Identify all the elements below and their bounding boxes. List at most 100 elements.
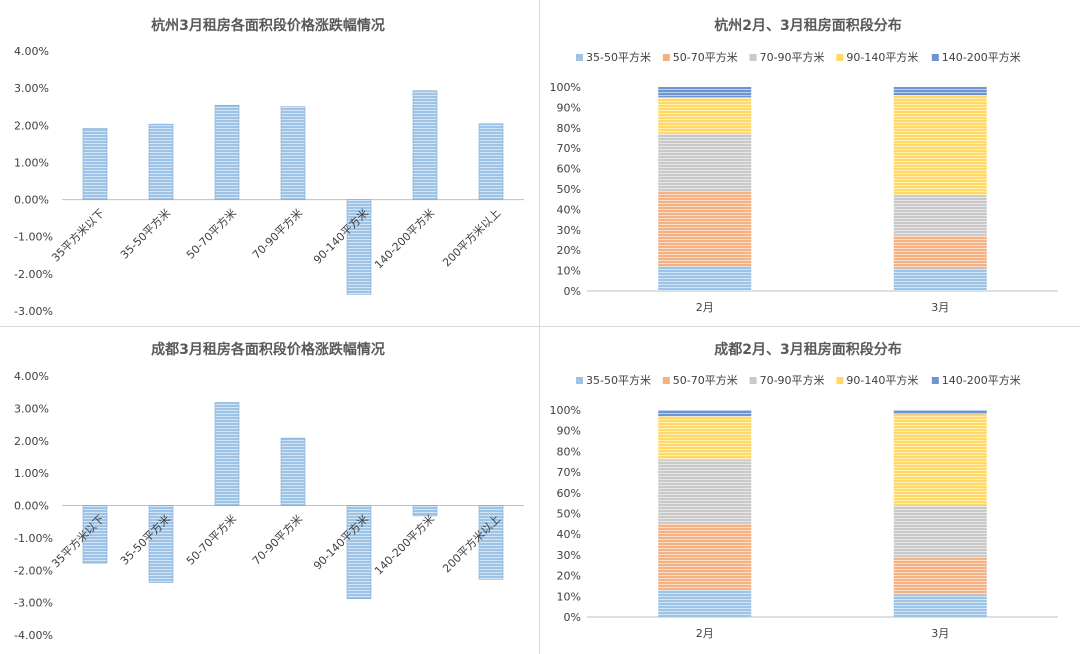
y-tick-label: 10% — [557, 590, 581, 603]
y-tick-label: 70% — [557, 466, 581, 479]
stack-segment — [658, 87, 752, 98]
y-tick-label: 50% — [557, 183, 581, 196]
y-tick-label: 90% — [557, 101, 581, 114]
hangzhou-distribution-chart: 杭州2月、3月租房面积段分布 100% 90% 80% 70% 60% 50% 40% 30%… — [540, 0, 1080, 327]
y-tick-label: 2.00% — [14, 119, 49, 132]
x-tick-label: 3月 — [931, 627, 949, 640]
stack-segment — [893, 505, 987, 557]
x-tick-label: 70-90平方米 — [249, 206, 305, 262]
y-tick-label: 0.00% — [14, 500, 49, 513]
hangzhou-distribution-svg: 杭州2月、3月租房面积段分布 100% 90% 80% 70% 60% 50% 40% 30%… — [550, 17, 1058, 314]
chart-title: 杭州3月租房各面积段价格涨跌幅情况 — [151, 17, 385, 34]
stack-segment — [893, 95, 987, 196]
y-tick-label: 0% — [564, 611, 581, 624]
y-tick-label: 4.00% — [14, 370, 49, 383]
y-tick-label: -2.00% — [14, 268, 53, 281]
chart-title: 杭州2月、3月租房面积段分布 — [714, 17, 901, 34]
legend-swatch — [931, 54, 939, 61]
y-tick-label: -3.00% — [14, 305, 53, 318]
stack-segment — [658, 416, 752, 460]
stack-segment — [658, 133, 752, 192]
legend-swatch — [931, 377, 939, 384]
legend-swatch — [749, 377, 757, 384]
y-tick-label: -2.00% — [14, 564, 53, 577]
chengdu-price-change-chart: 成都3月租房各面积段价格涨跌幅情况 4.00% 3.00% 2.00% 1.00% 0.… — [0, 327, 540, 654]
bar — [346, 199, 372, 295]
legend-label: 35-50平方米 — [586, 373, 651, 387]
legend-label: 70-90平方米 — [760, 50, 825, 64]
hangzhou-price-change-svg: 杭州3月租房各面积段价格涨跌幅情况 4.00% 3.00% 2.00% 1.00% 0.… — [14, 17, 524, 318]
y-tick-label: 30% — [557, 549, 581, 562]
legend-label: 50-70平方米 — [673, 373, 738, 387]
chengdu-distribution-svg: 成都2月、3月租房面积段分布 100% 90% 80% 70% 60% 50% 40% 30%… — [550, 341, 1058, 640]
stack-segment — [658, 523, 752, 591]
legend-label: 90-140平方米 — [846, 50, 918, 64]
y-tick-label: 1.00% — [14, 467, 49, 480]
chart-title: 成都2月、3月租房面积段分布 — [714, 341, 901, 358]
stack-segment — [658, 97, 752, 134]
x-tick-label: 50-70平方米 — [183, 206, 239, 262]
legend-label: 140-200平方米 — [942, 50, 1021, 64]
y-tick-label: 40% — [557, 528, 581, 541]
y-tick-label: 10% — [557, 265, 581, 278]
legend-label: 50-70平方米 — [673, 50, 738, 64]
y-tick-label: 1.00% — [14, 156, 49, 169]
stack-segment — [658, 191, 752, 267]
bar — [148, 505, 174, 583]
stack-segment — [893, 268, 987, 291]
x-tick-label: 35平方米以下 — [48, 206, 107, 265]
stack-segment — [893, 410, 987, 415]
x-tick-label: 140-200平方米 — [371, 206, 437, 272]
chengdu-price-change-svg: 成都3月租房各面积段价格涨跌幅情况 4.00% 3.00% 2.00% 1.00% 0.… — [14, 341, 524, 642]
hangzhou-price-change-chart: 杭州3月租房各面积段价格涨跌幅情况 4.00% 3.00% 2.00% 1.00% 0.… — [0, 0, 540, 327]
chengdu-distribution-chart: 成都2月、3月租房面积段分布 100% 90% 80% 70% 60% 50% 40% 30%… — [540, 327, 1080, 654]
y-tick-label: -1.00% — [14, 532, 53, 545]
stack-segment — [893, 414, 987, 506]
legend-label: 70-90平方米 — [760, 373, 825, 387]
stack-segment — [893, 556, 987, 595]
bar — [346, 505, 372, 600]
y-tick-label: 80% — [557, 445, 581, 458]
legend-label: 140-200平方米 — [942, 373, 1021, 387]
bar — [82, 505, 108, 564]
stack-segment — [658, 459, 752, 524]
y-tick-label: 3.00% — [14, 402, 49, 415]
y-tick-label: 2.00% — [14, 435, 49, 448]
bar — [214, 104, 240, 200]
bar — [148, 123, 174, 200]
legend-swatch — [662, 377, 670, 384]
bar — [478, 123, 504, 200]
y-tick-label: 90% — [557, 425, 581, 438]
x-tick-label: 2月 — [696, 627, 714, 640]
bar — [82, 127, 108, 200]
bar — [412, 505, 438, 517]
stack-segment — [893, 235, 987, 269]
x-tick-label: 35-50平方米 — [117, 206, 173, 262]
y-tick-label: 80% — [557, 122, 581, 135]
stack-segment — [658, 590, 752, 617]
y-tick-label: 20% — [557, 244, 581, 257]
legend-label: 35-50平方米 — [586, 50, 651, 64]
stack-segment — [893, 594, 987, 617]
legend-swatch — [749, 54, 757, 61]
bar — [280, 106, 306, 200]
y-tick-label: 40% — [557, 203, 581, 216]
y-tick-label: 0% — [564, 285, 581, 298]
y-tick-label: 3.00% — [14, 82, 49, 95]
x-tick-label: 50-70平方米 — [183, 512, 239, 568]
y-tick-label: 100% — [550, 404, 581, 417]
bar — [214, 402, 240, 506]
stack-segment — [893, 195, 987, 236]
chart-title: 成都3月租房各面积段价格涨跌幅情况 — [151, 341, 385, 358]
bar — [478, 505, 504, 580]
legend-swatch — [836, 54, 844, 61]
legend-swatch — [576, 54, 583, 61]
y-tick-label: 60% — [557, 487, 581, 500]
y-tick-label: -1.00% — [14, 231, 53, 244]
legend-swatch — [836, 377, 844, 384]
x-tick-label: 70-90平方米 — [249, 512, 305, 568]
x-tick-label: 2月 — [696, 301, 714, 314]
legend-label: 90-140平方米 — [846, 373, 918, 387]
y-tick-label: -4.00% — [14, 629, 53, 642]
y-tick-label: 50% — [557, 508, 581, 521]
